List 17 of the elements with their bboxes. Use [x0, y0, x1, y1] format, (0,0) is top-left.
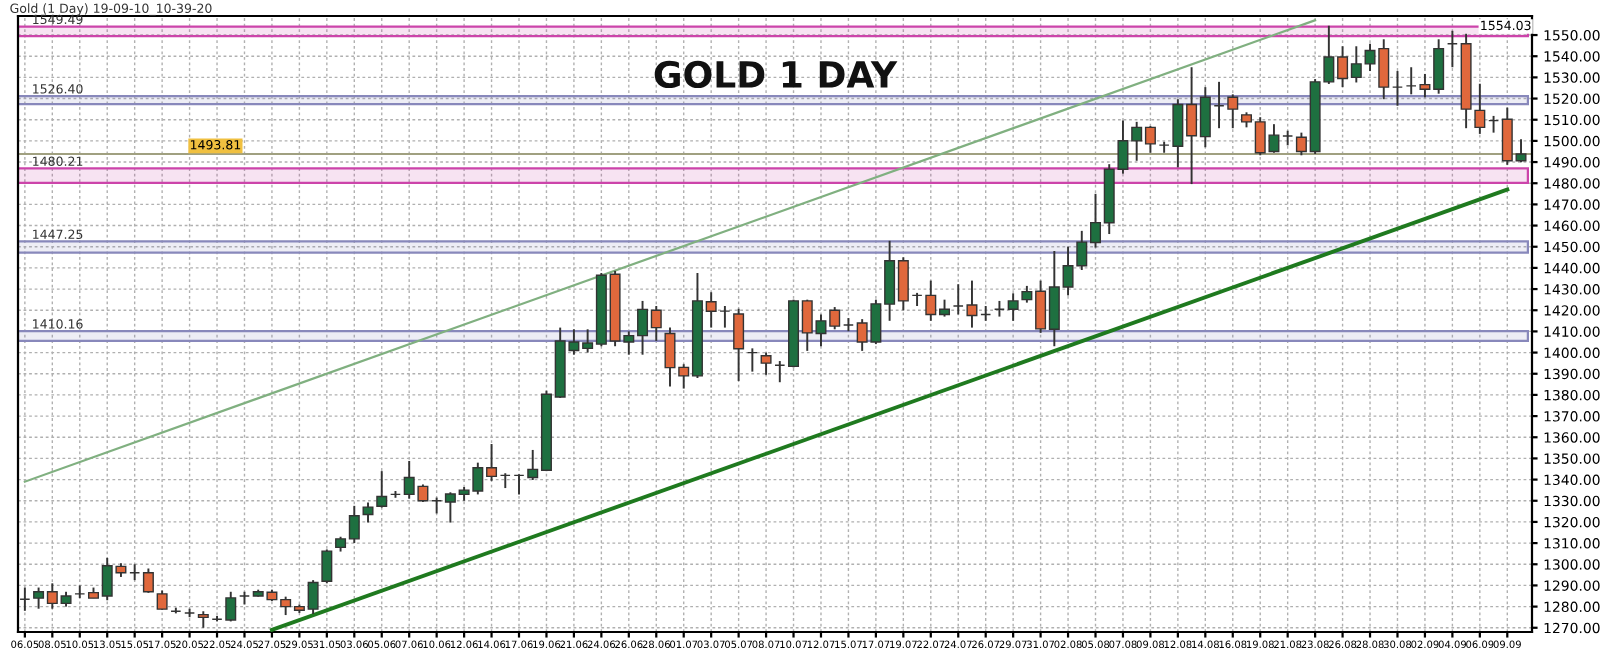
candlestick: [1391, 70, 1403, 107]
candlestick: [389, 490, 401, 499]
candlestick: [1007, 292, 1019, 322]
candlestick: [321, 548, 333, 585]
candlestick: [1446, 29, 1458, 69]
candlestick: [746, 347, 758, 373]
candlestick: [733, 307, 745, 382]
candlestick: [431, 496, 443, 515]
candlestick: [993, 299, 1005, 318]
candlestick: [156, 589, 168, 611]
candlestick: [142, 567, 154, 594]
candlestick: [980, 305, 992, 322]
candlestick: [1474, 82, 1486, 135]
candlestick: [1488, 114, 1500, 134]
text: GOLD 1 DAY: [654, 60, 898, 89]
candlestick: [129, 563, 141, 582]
candlestick: [760, 351, 772, 376]
